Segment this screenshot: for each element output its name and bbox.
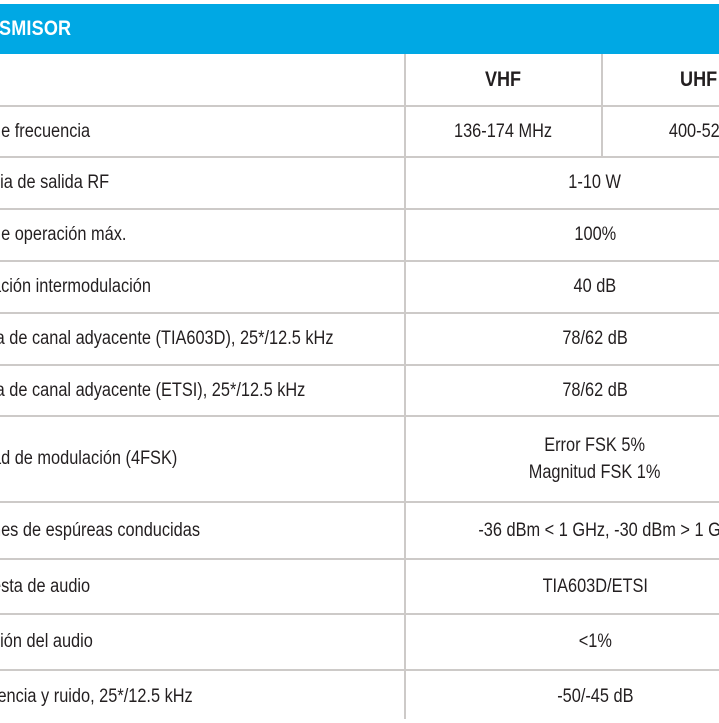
- table-row: ia de canal adyacente (TIA603D), 25*/12.…: [0, 314, 719, 366]
- row-label: sión del audio: [0, 631, 93, 652]
- row-value: 78/62 dB: [562, 379, 628, 401]
- header-vhf: VHF: [484, 67, 522, 91]
- row-value: <1%: [578, 631, 612, 652]
- table-row: cia de salida RF 1-10 W: [0, 158, 719, 210]
- row-value: TIA603D/ETSI: [542, 575, 648, 597]
- section-title-bar: SMISOR: [0, 4, 719, 54]
- table-row: nes de espúreas conducidas -36 dBm < 1 G…: [0, 503, 719, 560]
- header-parameter: [0, 54, 405, 105]
- table-row: de frecuencia 136-174 MHz 400-527: [0, 107, 719, 158]
- table-row: esta de audio TIA603D/ETSI: [0, 560, 719, 615]
- row-value: 40 dB: [573, 276, 617, 297]
- header-uhf: UHF: [680, 67, 718, 91]
- row-value: 78/62 dB: [562, 328, 628, 349]
- row-value: 1-10 W: [568, 172, 622, 193]
- table-row: rencia y ruido, 25*/12.5 kHz -50/-45 dB: [0, 671, 719, 723]
- table-row: sión del audio <1%: [0, 615, 719, 671]
- column-divider-parameter: [404, 54, 406, 719]
- row-value-line1: Error FSK 5%: [544, 435, 646, 456]
- row-label: esta de audio: [0, 575, 91, 597]
- section-title: SMISOR: [0, 17, 72, 40]
- row-value: -36 dBm < 1 GHz, -30 dBm > 1 GHz: [478, 519, 719, 541]
- table-header-row: VHF UHF: [0, 54, 719, 107]
- row-value: 100%: [574, 224, 616, 245]
- row-label: ia de canal adyacente (ETSI), 25*/12.5 k…: [0, 379, 306, 401]
- row-label: de operación máx.: [0, 224, 127, 245]
- row-value-uhf: 400-527: [669, 120, 719, 142]
- column-divider-vhf-uhf: [601, 54, 603, 158]
- table-row: ad de modulación (4FSK) Error FSK 5% Mag…: [0, 417, 719, 503]
- row-label: ad de modulación (4FSK): [0, 448, 178, 469]
- row-label: ia de canal adyacente (TIA603D), 25*/12.…: [0, 328, 334, 349]
- row-value: -50/-45 dB: [556, 686, 634, 707]
- table-row: de operación máx. 100%: [0, 210, 719, 262]
- table-row: ación intermodulación 40 dB: [0, 262, 719, 314]
- table-row: ia de canal adyacente (ETSI), 25*/12.5 k…: [0, 366, 719, 417]
- row-value: Error FSK 5% Magnitud FSK 1%: [405, 417, 719, 501]
- row-value-vhf: 136-174 MHz: [453, 120, 553, 142]
- row-label: cia de salida RF: [0, 172, 110, 193]
- row-label: nes de espúreas conducidas: [0, 519, 201, 541]
- row-label: rencia y ruido, 25*/12.5 kHz: [0, 686, 193, 707]
- row-label: de frecuencia: [0, 120, 91, 142]
- row-label: ación intermodulación: [0, 276, 151, 297]
- row-value-line2: Magnitud FSK 1%: [529, 462, 661, 483]
